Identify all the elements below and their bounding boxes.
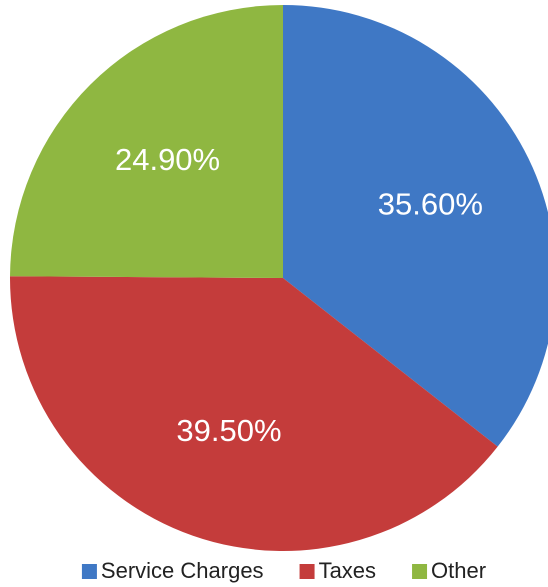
legend-swatch bbox=[81, 564, 97, 579]
legend-label: Other bbox=[431, 558, 486, 583]
pie-slice bbox=[10, 5, 283, 278]
pie-slice bbox=[283, 5, 548, 447]
legend-label: Taxes bbox=[319, 558, 376, 583]
slice-label: 24.90% bbox=[115, 142, 220, 177]
legend-swatch bbox=[299, 564, 315, 579]
legend-swatch bbox=[412, 564, 428, 579]
legend-label: Service Charges bbox=[101, 558, 264, 583]
slice-label: 39.50% bbox=[176, 413, 281, 448]
slice-label: 35.60% bbox=[378, 187, 483, 222]
pie-slice bbox=[9, 276, 498, 551]
